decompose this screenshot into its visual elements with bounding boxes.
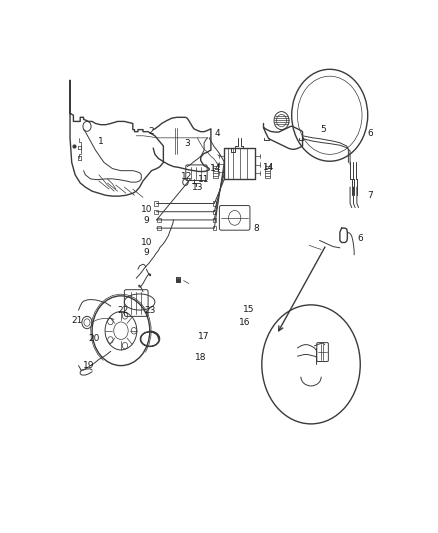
Text: 5: 5 [320,125,326,134]
Text: 15: 15 [243,305,254,314]
Text: 4: 4 [215,129,220,138]
Text: 14: 14 [210,164,222,173]
Text: 2: 2 [148,127,154,136]
Text: 9: 9 [144,216,149,225]
Text: 17: 17 [198,333,210,341]
Text: 20: 20 [88,334,99,343]
Text: 10: 10 [141,205,152,214]
Text: 9: 9 [144,248,149,257]
Text: 6: 6 [367,129,373,138]
Text: 6: 6 [357,234,363,243]
Text: 16: 16 [239,318,251,327]
Text: 8: 8 [254,224,260,232]
Text: 22: 22 [117,306,128,314]
Text: 10: 10 [141,238,152,247]
Text: 3: 3 [184,140,190,149]
Text: 21: 21 [71,316,82,325]
Text: 18: 18 [195,353,206,362]
Text: 13: 13 [191,183,203,191]
Text: 12: 12 [181,172,193,181]
Text: 19: 19 [83,361,95,370]
Text: 14: 14 [263,163,274,172]
Text: 7: 7 [367,191,373,200]
Text: 1: 1 [98,138,103,147]
Text: 11: 11 [198,175,210,184]
Text: 23: 23 [144,306,155,314]
